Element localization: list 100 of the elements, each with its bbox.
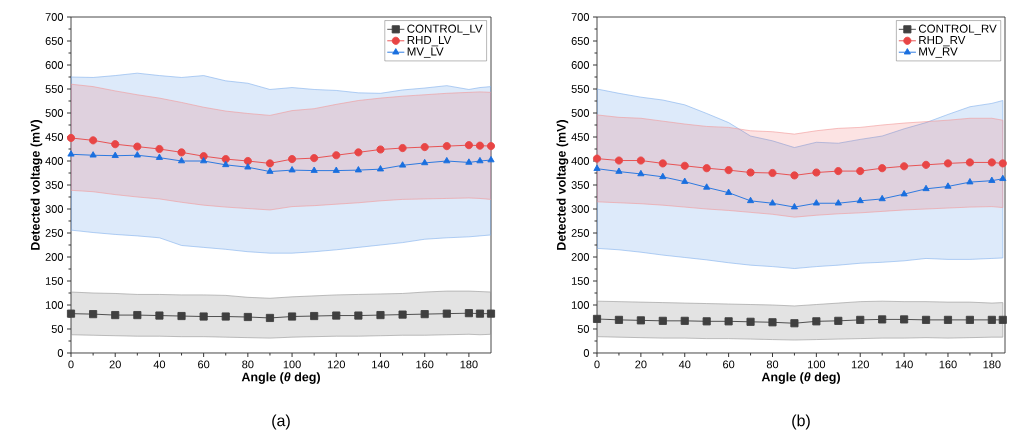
x-tick-label: 180 <box>983 360 1001 369</box>
x-tick-label: 120 <box>327 360 345 369</box>
point <box>943 159 953 168</box>
point <box>310 154 319 163</box>
point <box>200 156 208 164</box>
point <box>332 311 341 320</box>
y-tick-label: 50 <box>577 325 590 333</box>
x-tick-label: 60 <box>198 360 210 369</box>
point <box>399 161 407 168</box>
y-tick-label: 200 <box>571 253 590 261</box>
legend-label: RHD_RV <box>919 36 966 47</box>
point <box>965 158 974 167</box>
y-tick-label: 500 <box>571 109 590 117</box>
x-tick-label: 0 <box>594 360 600 369</box>
point <box>465 158 473 165</box>
x-tick-label: 60 <box>723 360 735 369</box>
y-tick-label: 0 <box>57 349 64 357</box>
point <box>856 167 865 176</box>
point <box>724 317 733 326</box>
x-tick-label: 40 <box>678 360 691 369</box>
point <box>89 151 97 158</box>
point <box>376 311 385 320</box>
point <box>421 158 429 166</box>
point <box>636 316 645 325</box>
y-tick-label: 650 <box>45 37 64 45</box>
x-tick-label: 100 <box>283 360 301 369</box>
y-tick-label: 350 <box>571 181 590 189</box>
y-tick-label: 100 <box>45 301 64 309</box>
point <box>987 158 996 167</box>
point <box>812 199 820 206</box>
y-tick-label: 400 <box>45 157 64 165</box>
point <box>658 316 667 325</box>
point <box>265 159 274 168</box>
point <box>900 190 908 197</box>
point <box>921 160 931 169</box>
point <box>243 156 252 166</box>
point <box>593 164 601 171</box>
y-tick-label: 0 <box>583 349 590 357</box>
y-tick-label: 250 <box>45 229 64 237</box>
x-tick-label: 160 <box>939 360 957 369</box>
point <box>987 315 996 324</box>
point <box>615 167 623 174</box>
y-tick-label: 350 <box>45 181 64 189</box>
point <box>66 133 76 143</box>
point <box>487 155 495 163</box>
point <box>155 153 163 160</box>
y-tick-label: 550 <box>45 85 64 93</box>
point <box>703 183 711 190</box>
point <box>681 177 689 184</box>
point <box>177 148 186 157</box>
point <box>244 163 252 170</box>
y-tick-label: 600 <box>45 61 64 69</box>
y-tick-label: 300 <box>45 205 64 213</box>
point <box>443 156 451 164</box>
legend-label: RHD_LV <box>407 36 452 47</box>
point <box>133 311 142 320</box>
point <box>812 168 821 177</box>
point <box>724 166 733 175</box>
point <box>442 309 451 318</box>
y-tick-label: 50 <box>51 325 64 333</box>
x-tick-label: 140 <box>895 360 913 369</box>
point <box>812 317 821 326</box>
point <box>944 182 952 189</box>
point <box>856 196 864 204</box>
y-tick-label: 150 <box>571 277 590 285</box>
point <box>155 144 164 154</box>
point <box>265 313 274 323</box>
point <box>486 309 496 318</box>
point <box>288 312 297 321</box>
y-tick-label: 250 <box>571 229 590 237</box>
point <box>354 166 362 173</box>
point <box>658 159 667 168</box>
x-tick-label: 180 <box>460 360 478 369</box>
point <box>856 315 865 324</box>
point <box>943 315 953 324</box>
point <box>680 161 689 170</box>
point <box>790 319 799 328</box>
y-tick-label: 700 <box>571 13 590 21</box>
point <box>746 317 755 326</box>
point <box>475 141 484 150</box>
y-tick-label: 100 <box>571 301 590 309</box>
point <box>922 184 930 192</box>
point <box>177 311 186 321</box>
point <box>659 172 667 180</box>
x-tick-label: 0 <box>68 360 74 369</box>
point <box>746 168 755 177</box>
point <box>878 315 887 324</box>
x-tick-label: 160 <box>416 360 434 369</box>
point <box>177 156 186 164</box>
y-tick-label: 500 <box>45 109 64 117</box>
point <box>133 142 142 151</box>
legend-label: CONTROL_RV <box>918 24 997 35</box>
point <box>266 167 274 174</box>
point <box>288 155 297 164</box>
point <box>790 171 799 180</box>
point <box>614 315 623 324</box>
x-tick-label: 40 <box>153 360 166 369</box>
point <box>965 315 974 324</box>
point <box>702 164 711 173</box>
x-tick-label: 100 <box>808 360 826 369</box>
